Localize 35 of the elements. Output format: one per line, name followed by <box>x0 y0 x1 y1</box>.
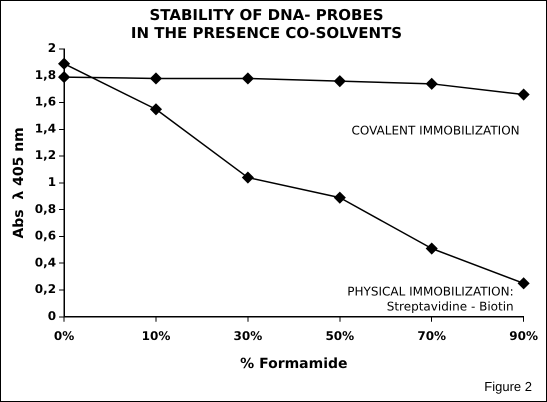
point <box>426 242 438 254</box>
point <box>426 78 438 90</box>
point <box>242 72 254 84</box>
x-tick-label: 30% <box>234 329 262 344</box>
y-tick-label: 1,6 <box>34 94 56 109</box>
y-tick-label: 1,4 <box>34 121 56 136</box>
point <box>518 278 530 290</box>
point <box>334 192 346 204</box>
y-tick-label: 1,2 <box>34 148 56 162</box>
y-tick-label: 1 <box>48 175 56 190</box>
y-tick-label: 2 <box>48 41 56 56</box>
point <box>58 58 70 70</box>
x-tick-label: 0% <box>54 329 74 344</box>
x-tick-label: 50% <box>325 329 354 344</box>
x-tick-label: 10% <box>142 329 170 344</box>
x-tick-label: 90% <box>509 329 538 344</box>
y-tick-label: 0,4 <box>34 255 56 270</box>
x-axis-title: % Formamide <box>240 356 348 372</box>
x-tick-label: 70% <box>417 329 446 344</box>
series-label: PHYSICAL IMMOBILIZATION: Streptavidine - Biotin <box>347 284 514 314</box>
y-tick-label: 0 <box>48 308 56 323</box>
point <box>150 72 162 84</box>
caption: Figure 2 <box>484 379 532 394</box>
y-tick-label: 0,6 <box>34 228 56 243</box>
point <box>150 104 162 116</box>
y-tick-label: 0,8 <box>34 202 56 216</box>
y-axis-title: Abs λ 405 nm <box>11 127 28 239</box>
point <box>58 71 70 83</box>
point <box>334 75 346 87</box>
chart-title: STABILITY OF DNA- PROBES IN THE PRESENCE CO-SOLVENTS <box>130 6 402 42</box>
point <box>242 172 254 184</box>
y-tick-label: 1,8 <box>34 68 56 82</box>
text: COVALENT IMMOBILIZATION <box>352 124 520 138</box>
point <box>518 88 530 100</box>
y-tick-label: 0,2 <box>34 282 56 296</box>
